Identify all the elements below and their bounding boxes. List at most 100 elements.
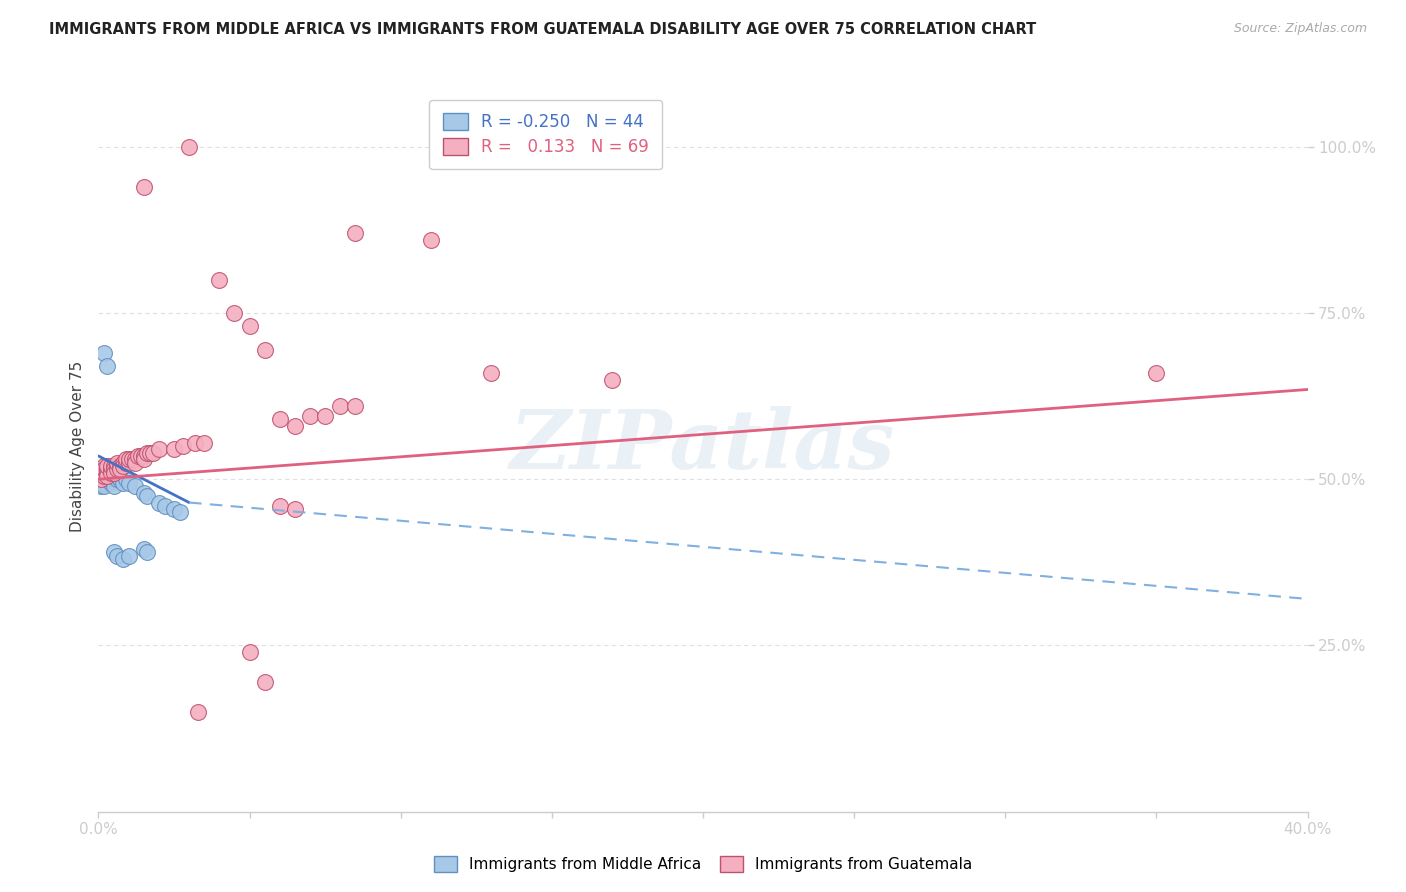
Point: [118, 452, 141, 467]
Point: [163, 502, 186, 516]
Point: [96, 472, 118, 486]
Text: Source: ZipAtlas.com: Source: ZipAtlas.com: [1233, 22, 1367, 36]
Point: [420, 233, 443, 247]
Point: [90, 472, 112, 486]
Point: [135, 489, 157, 503]
Point: [96, 458, 118, 473]
Point: [114, 472, 136, 486]
Point: [253, 343, 276, 357]
Point: [344, 226, 367, 240]
Point: [108, 472, 131, 486]
Point: [100, 462, 122, 476]
Point: [93, 469, 115, 483]
Point: [93, 458, 115, 473]
Point: [184, 435, 207, 450]
Point: [208, 273, 231, 287]
Point: [114, 456, 136, 470]
Point: [284, 502, 307, 516]
Point: [103, 462, 125, 476]
Point: [124, 456, 146, 470]
Point: [132, 485, 155, 500]
Point: [132, 179, 155, 194]
Point: [111, 552, 134, 566]
Point: [100, 475, 122, 490]
Point: [105, 472, 128, 486]
Point: [90, 472, 112, 486]
Point: [96, 469, 118, 483]
Point: [90, 469, 112, 483]
Text: ZIPatlas: ZIPatlas: [510, 406, 896, 486]
Point: [105, 456, 128, 470]
Point: [169, 506, 191, 520]
Point: [93, 466, 115, 480]
Point: [118, 475, 141, 490]
Point: [139, 445, 162, 459]
Point: [111, 458, 134, 473]
Point: [129, 449, 152, 463]
Point: [96, 469, 118, 483]
Point: [163, 442, 186, 457]
Point: [90, 466, 112, 480]
Point: [100, 466, 122, 480]
Point: [103, 545, 125, 559]
Point: [284, 419, 307, 434]
Point: [100, 469, 122, 483]
Point: [329, 399, 352, 413]
Legend: Immigrants from Middle Africa, Immigrants from Guatemala: Immigrants from Middle Africa, Immigrant…: [426, 848, 980, 880]
Point: [269, 412, 291, 426]
Point: [148, 442, 170, 457]
Point: [96, 359, 118, 374]
Point: [239, 319, 262, 334]
Point: [142, 445, 165, 459]
Point: [179, 140, 201, 154]
Point: [148, 495, 170, 509]
Point: [93, 462, 115, 476]
Point: [111, 475, 134, 490]
Point: [153, 499, 176, 513]
Point: [108, 458, 131, 473]
Point: [96, 466, 118, 480]
Point: [269, 499, 291, 513]
Point: [103, 479, 125, 493]
Point: [344, 399, 367, 413]
Point: [314, 409, 336, 423]
Point: [103, 458, 125, 473]
Text: IMMIGRANTS FROM MIDDLE AFRICA VS IMMIGRANTS FROM GUATEMALA DISABILITY AGE OVER 7: IMMIGRANTS FROM MIDDLE AFRICA VS IMMIGRA…: [49, 22, 1036, 37]
Point: [90, 466, 112, 480]
Point: [90, 469, 112, 483]
Point: [135, 445, 157, 459]
Point: [105, 462, 128, 476]
Point: [105, 549, 128, 563]
Legend: R = -0.250   N = 44, R =   0.133   N = 69: R = -0.250 N = 44, R = 0.133 N = 69: [429, 100, 662, 169]
Point: [193, 435, 215, 450]
Point: [127, 449, 149, 463]
Point: [100, 458, 122, 473]
Point: [103, 466, 125, 480]
Point: [124, 452, 146, 467]
Point: [93, 462, 115, 476]
Point: [114, 452, 136, 467]
Point: [96, 466, 118, 480]
Point: [90, 479, 112, 493]
Point: [124, 479, 146, 493]
Point: [105, 469, 128, 483]
Point: [481, 366, 503, 380]
Point: [103, 472, 125, 486]
Point: [602, 372, 624, 386]
Point: [100, 466, 122, 480]
Point: [172, 439, 194, 453]
Point: [93, 479, 115, 493]
Point: [96, 462, 118, 476]
Point: [103, 466, 125, 480]
Point: [100, 472, 122, 486]
Point: [108, 462, 131, 476]
Point: [90, 462, 112, 476]
Point: [111, 456, 134, 470]
Point: [132, 452, 155, 467]
Point: [93, 475, 115, 490]
Point: [132, 449, 155, 463]
Point: [93, 466, 115, 480]
Point: [132, 542, 155, 557]
Point: [299, 409, 322, 423]
Point: [93, 472, 115, 486]
